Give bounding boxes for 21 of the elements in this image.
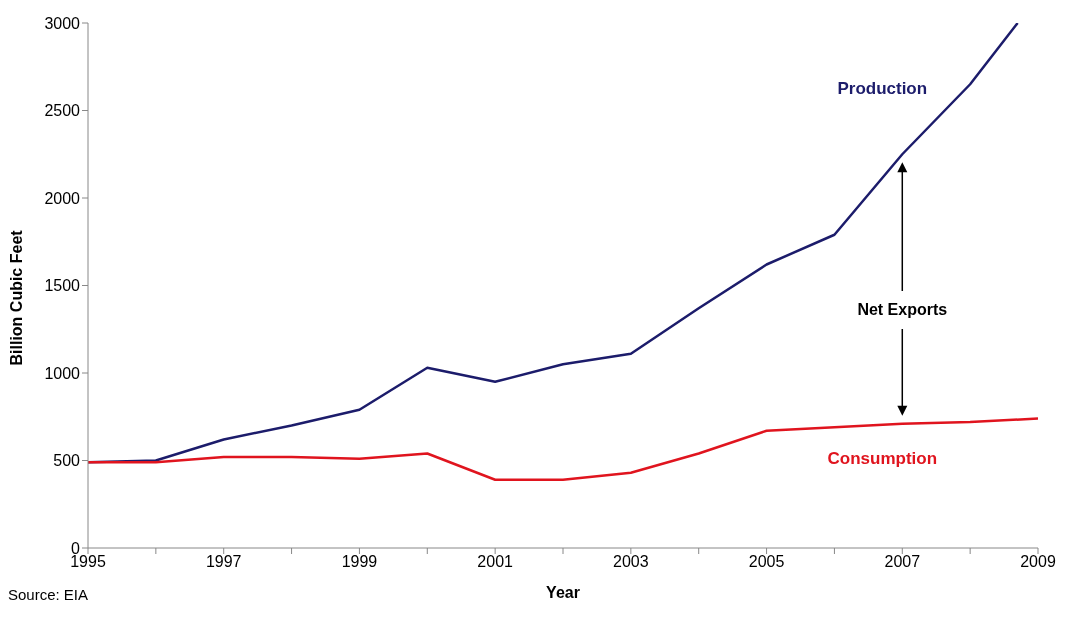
x-tick-label: 2001 [477, 553, 514, 571]
x-tick-label: 2009 [1020, 553, 1056, 571]
series-label: Consumption [827, 448, 938, 468]
x-tick-label: 2003 [613, 553, 649, 571]
series-label: Production [837, 79, 928, 99]
x-tick-label: 1995 [70, 553, 106, 571]
y-tick-label: 2500 [44, 102, 81, 120]
x-tick-label: 1999 [341, 553, 378, 571]
x-tick-label: 2005 [748, 553, 785, 571]
y-tick-label: 500 [53, 452, 81, 470]
x-axis-title: Year [546, 584, 580, 601]
y-tick-label: 3000 [44, 14, 81, 32]
source-note: Source: EIA [8, 586, 89, 603]
y-tick-label: 1000 [44, 364, 81, 382]
y-axis-title: Billion Cubic Feet [7, 229, 25, 366]
y-tick-label: 1500 [44, 277, 81, 295]
x-tick-label: 1997 [205, 553, 242, 571]
line-series [88, 417, 1038, 481]
annotation: Net Exports [857, 301, 948, 318]
y-tick-label: 2000 [44, 189, 81, 207]
x-tick-label: 2007 [884, 553, 921, 571]
